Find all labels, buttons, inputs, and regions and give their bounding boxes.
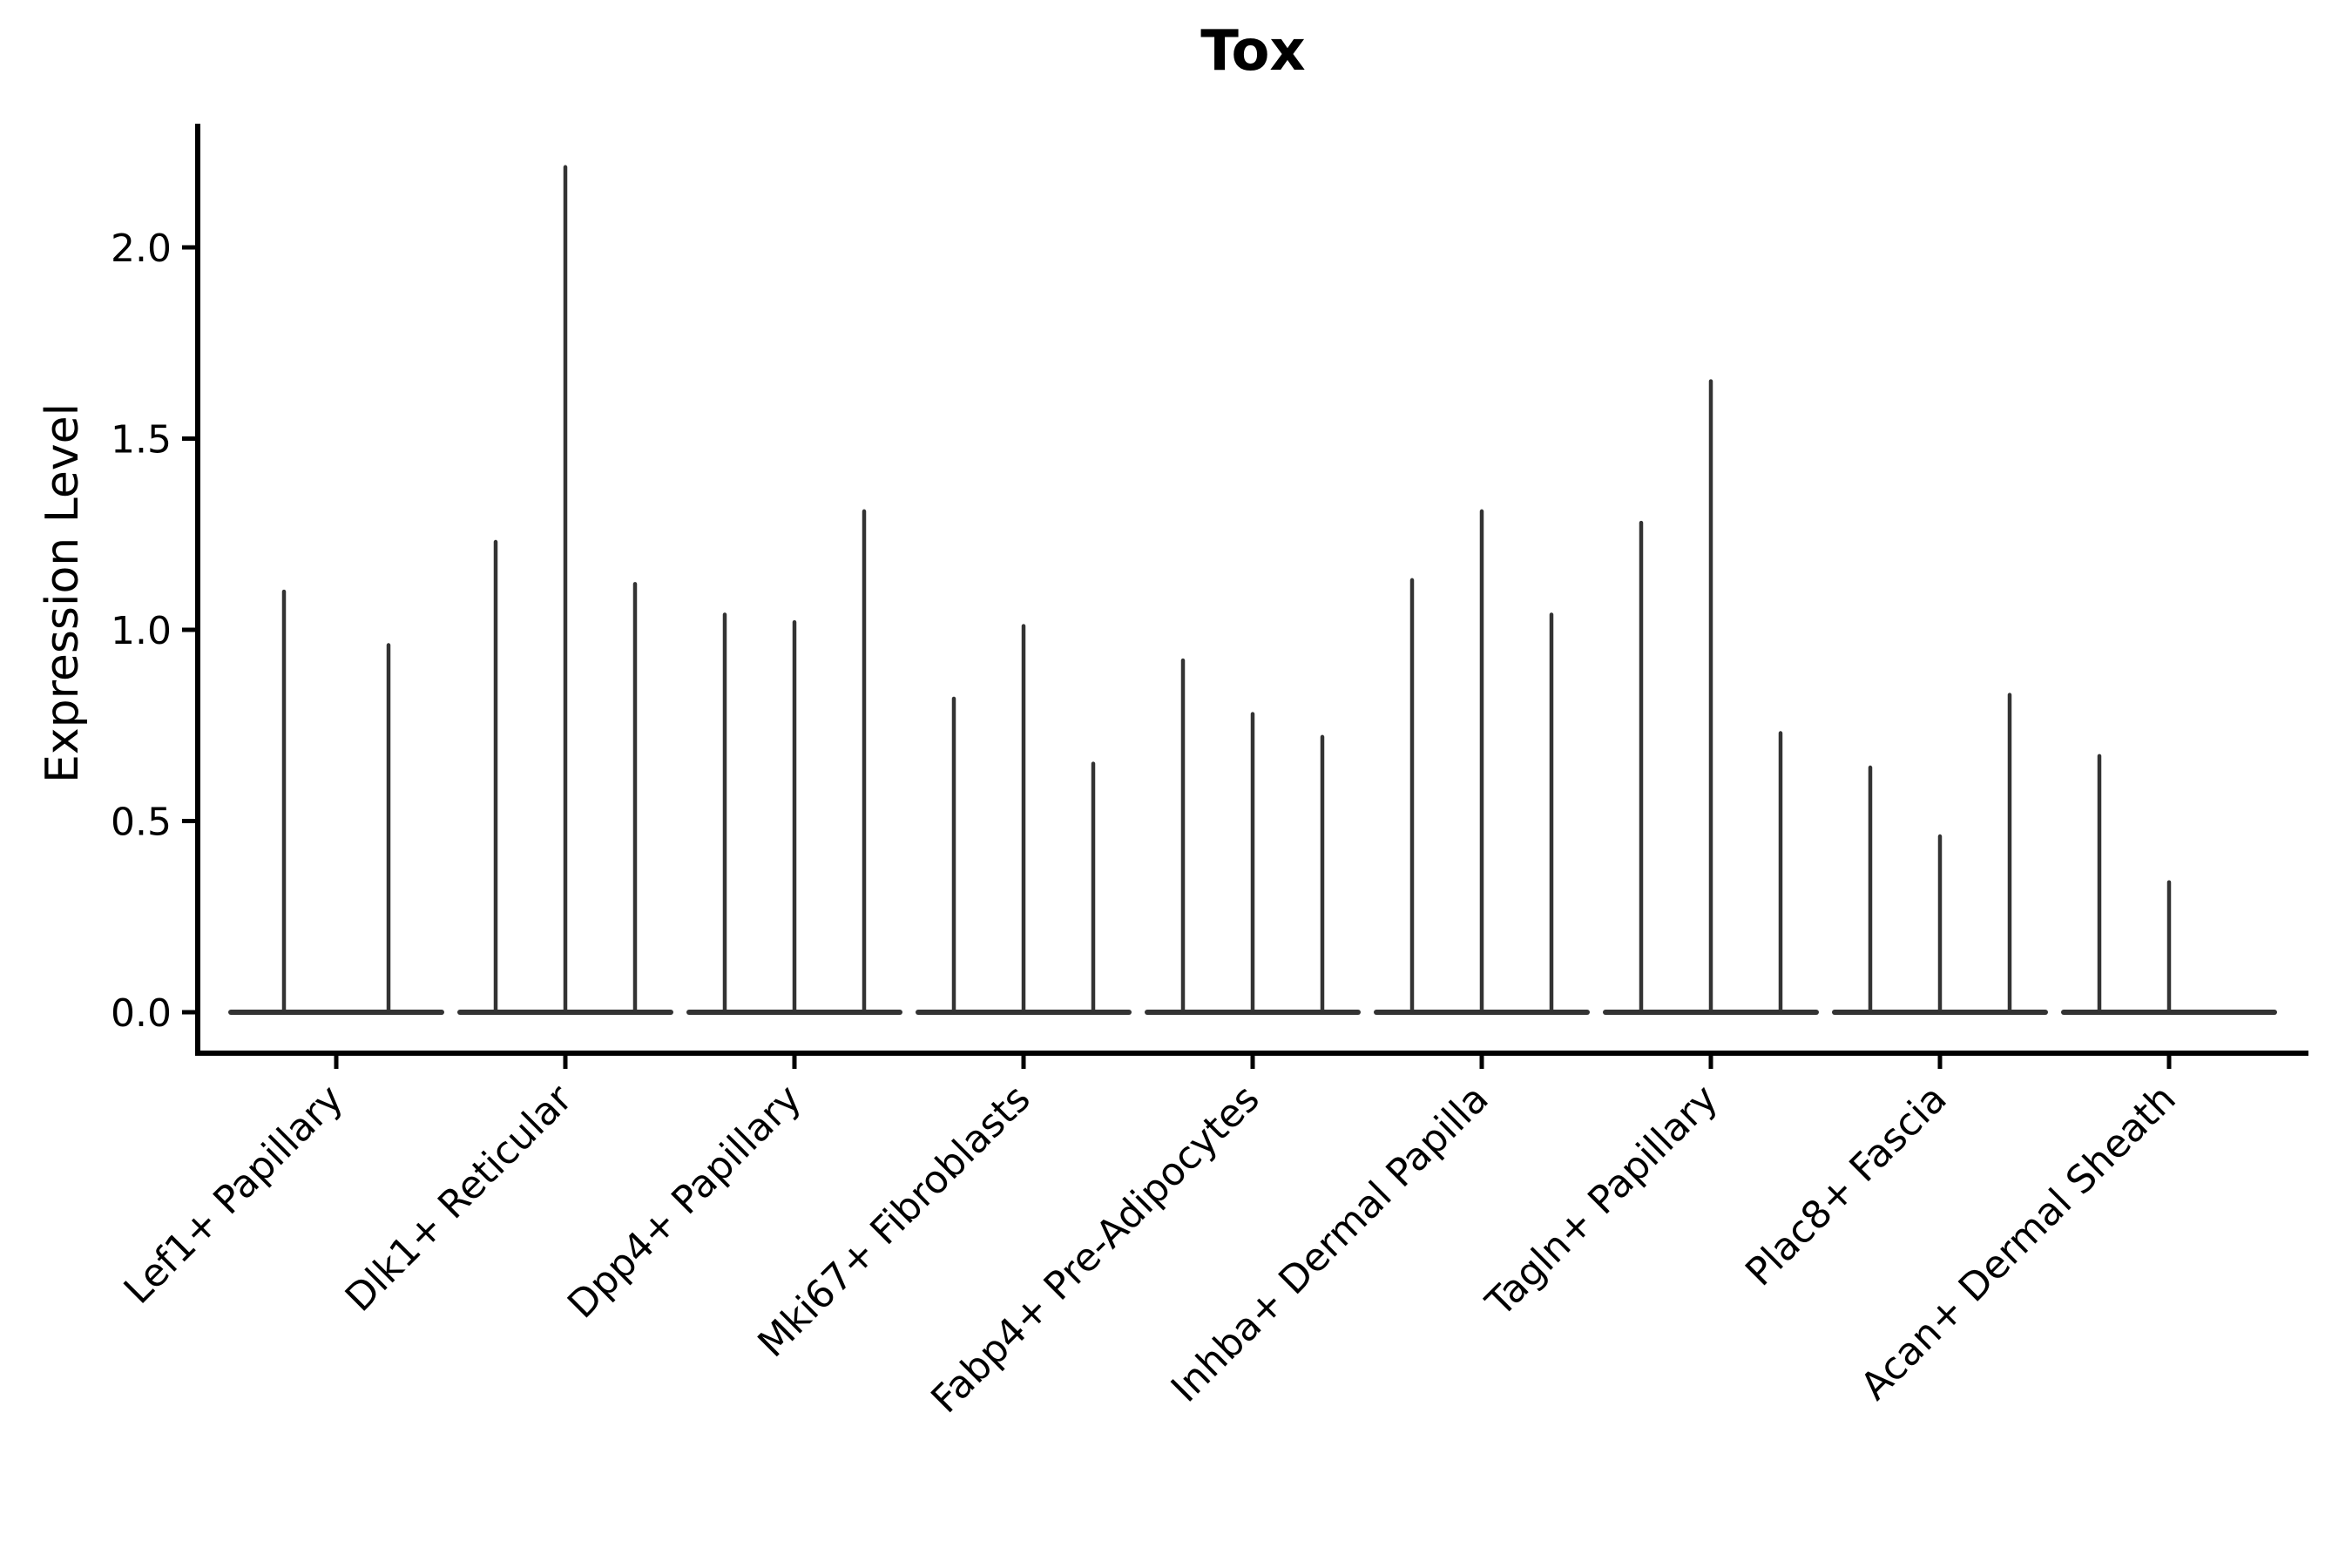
x-tick-label: Dpp4+ Papillary bbox=[559, 1077, 810, 1328]
x-tick-label: Plac8+ Fascia bbox=[1737, 1077, 1956, 1295]
violin-category bbox=[916, 624, 1132, 1015]
violin-category bbox=[457, 165, 673, 1015]
x-tick-label: Lef1+ Papillary bbox=[116, 1077, 352, 1313]
y-tick-label: 2.0 bbox=[111, 226, 172, 271]
y-axis-ticks: 0.0 0.5 1.0 1.5 2.0 bbox=[111, 226, 198, 1036]
violin-category bbox=[1603, 379, 1819, 1015]
violin-category bbox=[1374, 509, 1590, 1015]
violin-category bbox=[1145, 658, 1361, 1015]
violin-category bbox=[228, 589, 444, 1015]
x-tick-label: Dlk1+ Reticular bbox=[337, 1076, 582, 1321]
chart-title: Tox bbox=[1200, 19, 1306, 84]
violin-category bbox=[1832, 693, 2048, 1015]
y-tick-label: 1.5 bbox=[111, 418, 172, 463]
y-tick-label: 0.5 bbox=[111, 801, 172, 845]
x-tick-label: Tagln+ Papillary bbox=[1477, 1077, 1727, 1326]
y-tick-label: 1.0 bbox=[111, 609, 172, 653]
y-tick-label: 0.0 bbox=[111, 991, 172, 1036]
violin-category bbox=[686, 509, 902, 1015]
violin-category bbox=[2061, 754, 2277, 1015]
